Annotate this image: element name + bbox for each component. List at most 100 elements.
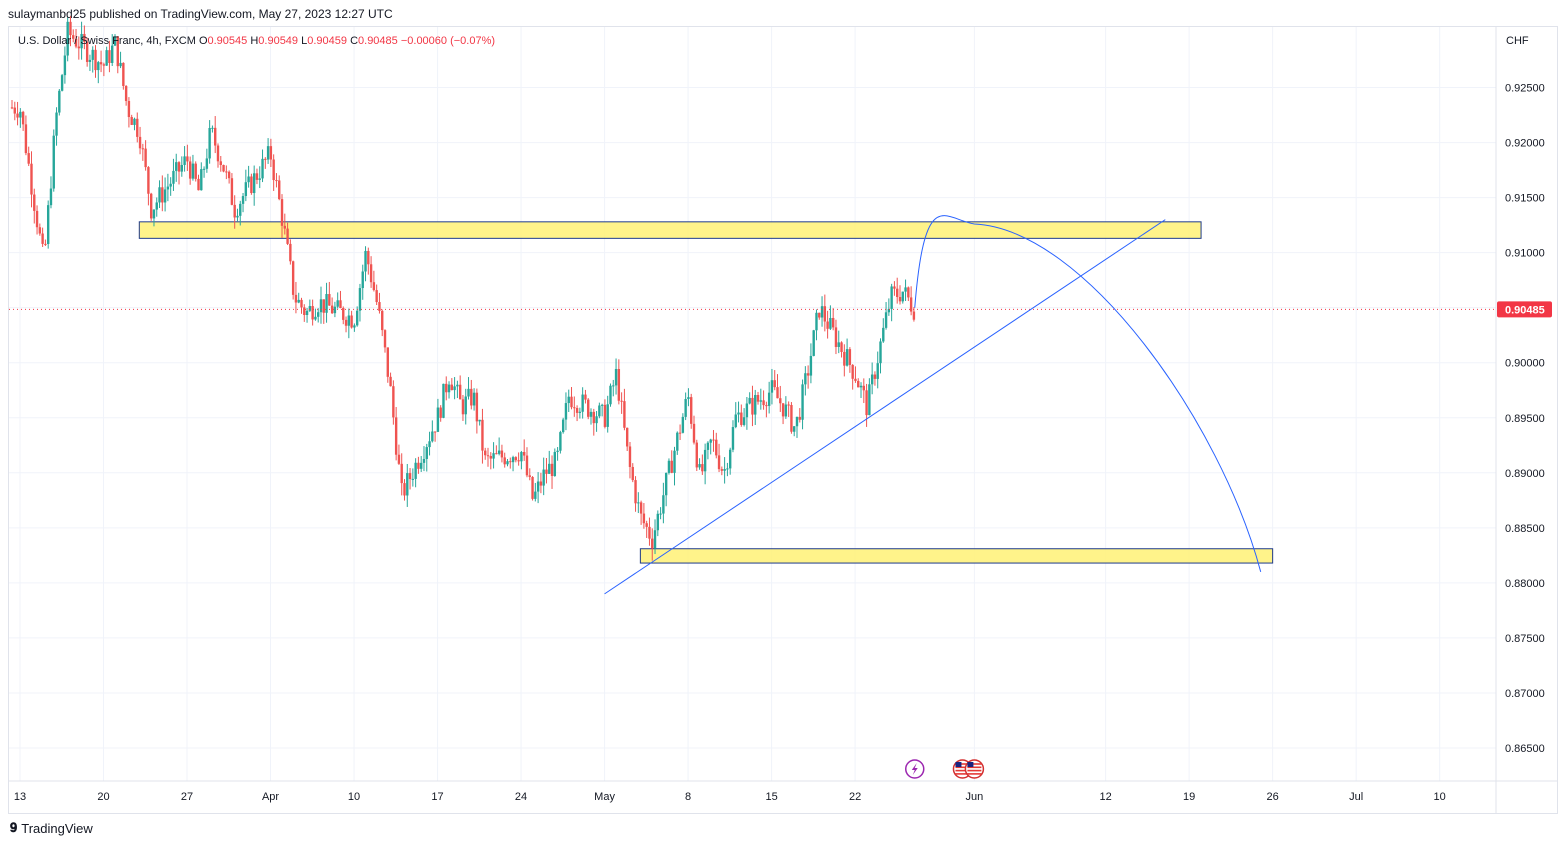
- candle-body: [893, 286, 896, 289]
- candle-body: [589, 411, 593, 417]
- drawings-layer: [604, 215, 1262, 595]
- tradingview-mark-icon: 𝟗: [10, 820, 18, 835]
- candle-body: [548, 463, 551, 474]
- candle-body: [486, 455, 490, 457]
- candle-body: [239, 203, 242, 216]
- candle-body: [898, 297, 902, 302]
- low-value: 0.90459: [307, 35, 347, 47]
- candle-body: [269, 146, 273, 160]
- candle-body: [38, 227, 42, 234]
- candle-body: [812, 330, 815, 356]
- change-value: −0.00060 (−0.07%): [400, 35, 496, 47]
- y-tick-label: 0.88500: [1505, 523, 1545, 535]
- candle-body: [175, 162, 178, 171]
- open-label: O: [198, 35, 208, 47]
- candle-body: [603, 404, 607, 427]
- candle-body: [734, 414, 737, 428]
- candle-body: [294, 294, 298, 303]
- candle-body: [542, 469, 545, 486]
- lightning-icon[interactable]: [905, 759, 925, 779]
- candle-body: [183, 156, 186, 165]
- x-tick-label: 20: [97, 791, 109, 803]
- candle-body: [319, 299, 323, 313]
- candle-body: [868, 384, 871, 416]
- candle-body: [280, 199, 284, 226]
- candle-body: [818, 312, 821, 318]
- candle-body: [116, 36, 119, 67]
- candle-body: [726, 468, 729, 470]
- candle-body: [631, 466, 634, 481]
- x-tick-label: Apr: [262, 791, 279, 803]
- candle-body: [600, 404, 604, 406]
- candle-body: [166, 186, 170, 190]
- candle-body: [408, 473, 412, 480]
- y-tick-label: 0.90000: [1505, 358, 1545, 370]
- x-tick-label: 22: [849, 791, 861, 803]
- candle-body: [831, 317, 835, 328]
- current-price-tag: 0.90485: [1497, 301, 1552, 318]
- candle-body: [322, 299, 325, 313]
- candle-body: [375, 290, 378, 303]
- us-flag-icon-canton: [967, 762, 974, 767]
- candle-body: [317, 312, 320, 317]
- candle-body: [69, 21, 72, 36]
- chart-legend: U.S. Dollar / Swiss Franc, 4h, FXCM O 0.9…: [18, 35, 495, 47]
- candle-body: [492, 453, 495, 459]
- candle-body: [651, 538, 654, 549]
- candle-body: [798, 416, 801, 420]
- support-zone: [639, 548, 1274, 564]
- candle-body: [278, 180, 281, 200]
- candle-body: [353, 325, 356, 328]
- y-tick-label: 0.91500: [1505, 193, 1545, 205]
- candle-body: [879, 341, 882, 364]
- candle-body: [72, 35, 75, 39]
- x-tick-label: 10: [348, 791, 360, 803]
- candle-body: [509, 461, 512, 463]
- candle-body: [41, 233, 44, 244]
- candle-body: [325, 294, 328, 313]
- candle-body: [731, 427, 735, 450]
- candle-body: [653, 530, 657, 549]
- candle-body: [241, 196, 245, 204]
- currency-label[interactable]: CHF: [1506, 35, 1529, 47]
- candle-body: [475, 392, 479, 422]
- candle-body: [912, 311, 916, 320]
- candle-body: [85, 41, 89, 62]
- candle-body: [266, 146, 270, 160]
- candle-body: [720, 469, 724, 471]
- symbol-title[interactable]: U.S. Dollar / Swiss Franc, 4h, FXCM: [18, 35, 196, 47]
- x-tick-label: Jun: [966, 791, 984, 803]
- candle-body: [111, 45, 114, 63]
- candle-body: [369, 264, 373, 283]
- candle-body: [545, 469, 548, 474]
- candle-body: [559, 432, 562, 451]
- candle-body: [851, 364, 854, 379]
- candle-body: [83, 33, 86, 42]
- candle-body: [336, 300, 339, 307]
- candle-body: [303, 307, 306, 316]
- candle-body: [806, 373, 810, 376]
- candle-body: [706, 442, 710, 450]
- candle-body: [639, 502, 643, 514]
- candle-body: [272, 159, 275, 181]
- us-flag-icon[interactable]: [964, 759, 985, 779]
- high-value: 0.90549: [258, 35, 299, 47]
- candle-body: [517, 460, 520, 462]
- candle-body: [442, 383, 445, 418]
- candle-body: [450, 384, 454, 391]
- candle-body: [525, 455, 529, 476]
- current-price-tag-text: 0.90485: [1505, 304, 1545, 316]
- candle-body: [717, 455, 721, 470]
- tradingview-logo[interactable]: 𝟗 TradingView: [10, 820, 93, 836]
- y-tick-label: 0.86500: [1505, 743, 1545, 755]
- candle-body: [94, 49, 97, 71]
- candle-body: [754, 394, 757, 415]
- candle-body: [678, 432, 682, 434]
- candle-body: [177, 162, 181, 172]
- candle-body: [598, 405, 601, 417]
- candle-body: [623, 401, 626, 428]
- candle-body: [470, 388, 473, 406]
- lightning-icon-bolt: [911, 763, 918, 775]
- candle-body: [77, 46, 81, 49]
